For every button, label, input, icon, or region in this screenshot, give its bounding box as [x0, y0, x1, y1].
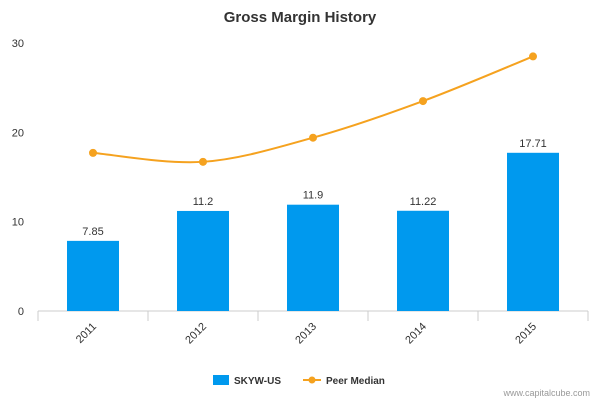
x-tick-label: 2015 [513, 321, 539, 347]
legend-item-line[interactable]: Peer Median [303, 376, 385, 387]
credit-text: www.capitalcube.com [502, 388, 590, 398]
line-series [89, 52, 537, 166]
data-label: 17.71 [519, 138, 547, 150]
bar[interactable] [287, 204, 339, 311]
chart-title: Gross Margin History [224, 9, 377, 26]
legend-item-bar[interactable]: SKYW-US [213, 375, 281, 387]
data-label: 11.2 [193, 196, 214, 208]
line-point[interactable] [419, 97, 427, 106]
x-axis: 2011 2012 2013 2014 2015 [37, 310, 589, 347]
bar[interactable] [397, 210, 449, 311]
x-tick-label: 2013 [293, 321, 319, 347]
bar[interactable] [507, 152, 559, 311]
y-tick-label: 30 [12, 38, 24, 50]
x-tick-label: 2012 [183, 321, 209, 347]
bar[interactable] [67, 240, 119, 311]
peer-median-line [92, 55, 534, 164]
data-label: 11.9 [303, 190, 324, 202]
legend-line-label: Peer Median [326, 376, 385, 387]
data-label: 11.22 [410, 196, 437, 208]
data-labels: 7.85 11.2 11.9 11.22 17.71 [82, 138, 546, 238]
y-tick-label: 20 [12, 127, 24, 139]
legend-bar-swatch [213, 375, 229, 385]
y-axis: 0 10 20 30 [12, 38, 24, 318]
y-tick-label: 0 [18, 306, 24, 318]
y-tick-label: 10 [12, 217, 24, 229]
data-label: 7.85 [82, 226, 103, 238]
x-tick-label: 2014 [403, 321, 429, 347]
bar[interactable] [177, 210, 229, 311]
bar-series [67, 152, 559, 311]
legend-line-marker [308, 376, 316, 384]
line-point[interactable] [309, 133, 317, 142]
legend-bar-label: SKYW-US [234, 376, 281, 387]
line-point[interactable] [89, 148, 97, 157]
line-point[interactable] [199, 157, 207, 166]
legend[interactable]: SKYW-US Peer Median [213, 375, 385, 387]
x-tick-label: 2011 [74, 321, 99, 346]
line-point[interactable] [529, 52, 537, 61]
